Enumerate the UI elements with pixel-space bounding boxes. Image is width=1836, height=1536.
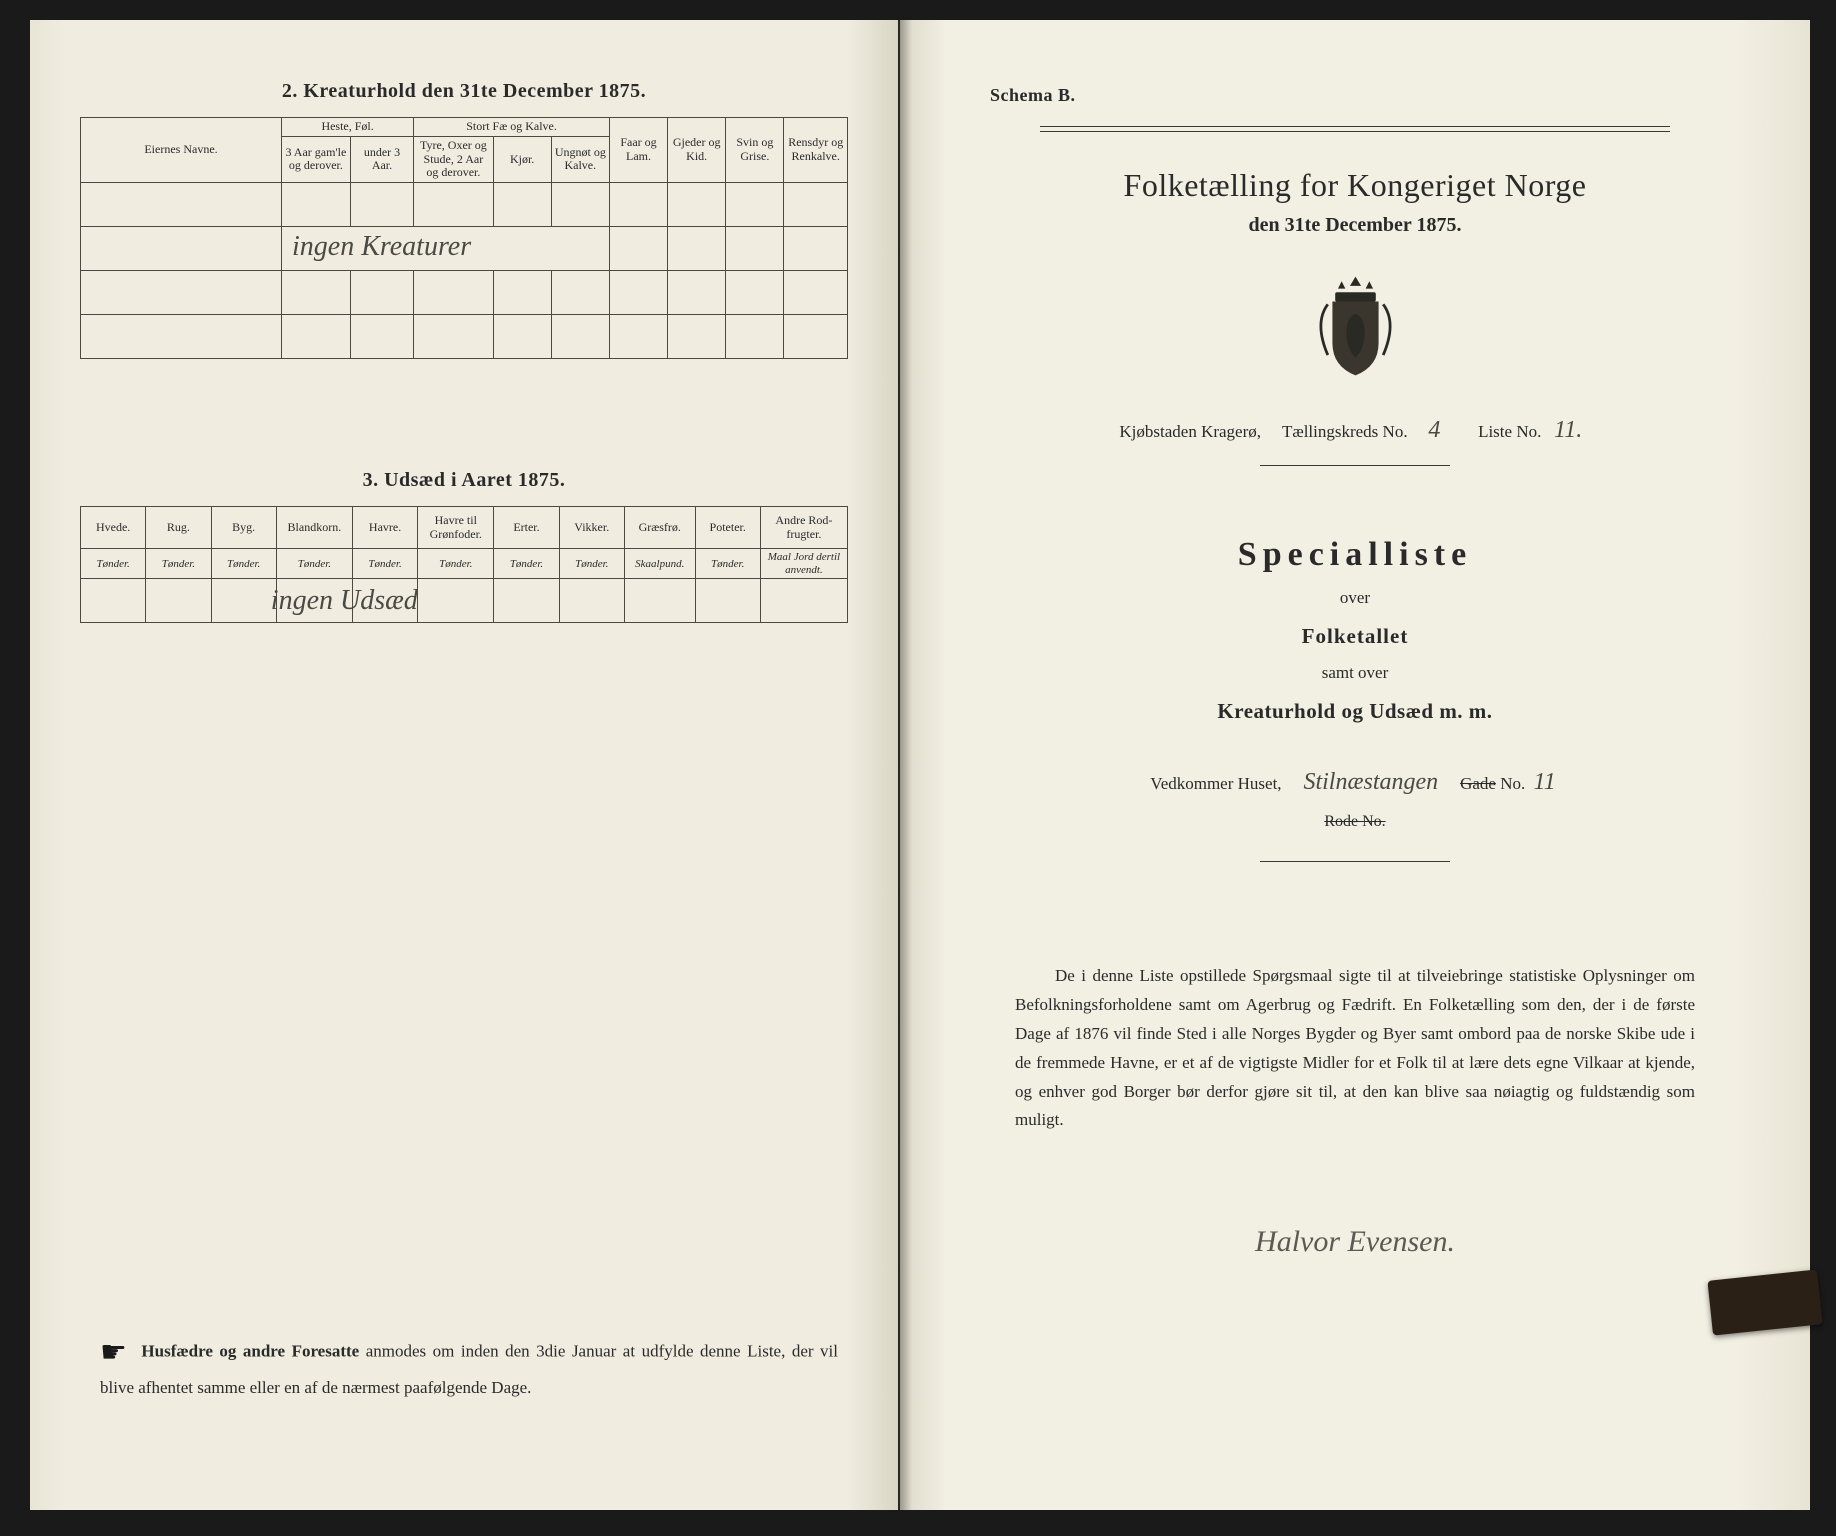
book-spread: 2. Kreaturhold den 31te December 1875. E… [30,20,1810,1510]
t3-handwritten: ingen Udsæd [271,585,418,617]
t3-unit: Tønder. [211,549,276,579]
vedk-no-label: No. [1500,774,1525,793]
intro-paragraph: De i denne Liste opstillede Spørgsmaal s… [1015,962,1695,1135]
table3-title: 3. Udsæd i Aaret 1875. [80,469,848,492]
t3-col: Poteter. [695,507,760,549]
table3: Hvede. Rug. Byg. Blandkorn. Havre. Havre… [80,506,848,623]
sub-over-2: samt over [960,663,1750,683]
vedkommer-line: Vedkommer Huset, Stilnæstangen Gade No. … [960,769,1750,797]
t2-col-svin: Svin og Grise. [726,118,784,183]
footnote-lead: Husfædre og andre Foresatte [141,1341,359,1360]
vedk-label: Vedkommer Huset, [1150,774,1281,793]
t3-unit: Tønder. [352,549,417,579]
liste-value: 11. [1546,417,1591,445]
signature: Halvor Evensen. [960,1225,1750,1259]
pointing-hand-icon: ☛ [100,1330,127,1375]
t2-col-heste-a: 3 Aar gam'le og derover. [282,136,351,182]
t2-handwritten: ingen Kreaturer [292,231,471,263]
t2-col-fae-a: Tyre, Oxer og Stude, 2 Aar og derover. [414,136,493,182]
spine-shadow [898,20,912,1510]
t3-unit-row: Tønder. Tønder. Tønder. Tønder. Tønder. … [81,549,848,579]
vedk-no-val: 11 [1529,769,1559,797]
table2-title: 2. Kreaturhold den 31te December 1875. [80,80,848,103]
t3-unit: Tønder. [146,549,211,579]
t2-owner-label: Eiernes Navne. [81,118,282,183]
t3-col: Blandkorn. [276,507,352,549]
t3-col: Erter. [494,507,559,549]
footnote: ☛ Husfædre og andre Foresatte anmodes om… [100,1330,838,1401]
kreds-label: Tællingskreds No. [1282,422,1408,441]
t3-header-row: Hvede. Rug. Byg. Blandkorn. Havre. Havre… [81,507,848,549]
liste-label: Liste No. [1478,422,1541,441]
t2-grp-fae: Stort Fæ og Kalve. [414,118,610,137]
kreds-value: 4 [1412,417,1457,445]
left-page: 2. Kreaturhold den 31te December 1875. E… [30,20,900,1510]
table-row [81,183,848,227]
t3-unit: Tønder. [81,549,146,579]
sub-kreaturhold: Kreaturhold og Udsæd m. m. [960,699,1750,724]
t3-col: Vikker. [559,507,624,549]
t3-col: Byg. [211,507,276,549]
t3-col: Græsfrø. [624,507,695,549]
table-row [81,271,848,315]
main-title: Folketælling for Kongeriget Norge [960,167,1750,204]
sub-over-1: over [960,588,1750,608]
t2-col-heste-b: under 3 Aar. [350,136,413,182]
t2-col-fae-b: Kjør. [493,136,551,182]
t2-col-faar: Faar og Lam. [609,118,667,183]
vedk-gade: Gade [1460,774,1496,793]
right-page: Schema B. Folketælling for Kongeriget No… [900,20,1810,1510]
coat-of-arms-icon [1308,272,1403,392]
district-line: Kjøbstaden Kragerø, Tællingskreds No. 4 … [960,417,1750,445]
rode-line: Rode No. [960,813,1750,831]
t3-col: Andre Rod-frugter. [760,507,847,549]
rule-pair [1040,126,1670,132]
t3-unit: Maal Jord dertil anvendt. [760,549,847,579]
table-row [81,315,848,359]
sub-folketallet: Folketallet [960,624,1750,649]
t3-unit: Tønder. [559,549,624,579]
t3-unit: Tønder. [494,549,559,579]
t2-col-gjed: Gjeder og Kid. [668,118,726,183]
t2-grp-heste: Heste, Føl. [282,118,414,137]
t3-col: Havre til Grønfoder. [418,507,494,549]
t2-col-ren: Rensdyr og Renkalve. [784,118,848,183]
t3-unit: Tønder. [695,549,760,579]
sub-date: den 31te December 1875. [960,214,1750,237]
table-row: ingen Udsæd [81,579,848,623]
t3-unit: Tønder. [418,549,494,579]
vedk-street: Stilnæstangen [1286,769,1456,797]
t3-col: Hvede. [81,507,146,549]
t3-col: Havre. [352,507,417,549]
special-title: Specialliste [960,536,1750,574]
schema-label: Schema B. [990,85,1750,106]
page-corner-tab [1707,1269,1822,1335]
district-prefix: Kjøbstaden Kragerø, [1119,422,1261,441]
table-row: ingen Kreaturer [81,227,848,271]
t3-unit: Tønder. [276,549,352,579]
rode-label: Rode No. [1324,813,1385,830]
t3-unit: Skaalpund. [624,549,695,579]
t2-col-fae-c: Ungnøt og Kalve. [551,136,609,182]
t3-col: Rug. [146,507,211,549]
table2: Eiernes Navne. Heste, Føl. Stort Fæ og K… [80,117,848,359]
